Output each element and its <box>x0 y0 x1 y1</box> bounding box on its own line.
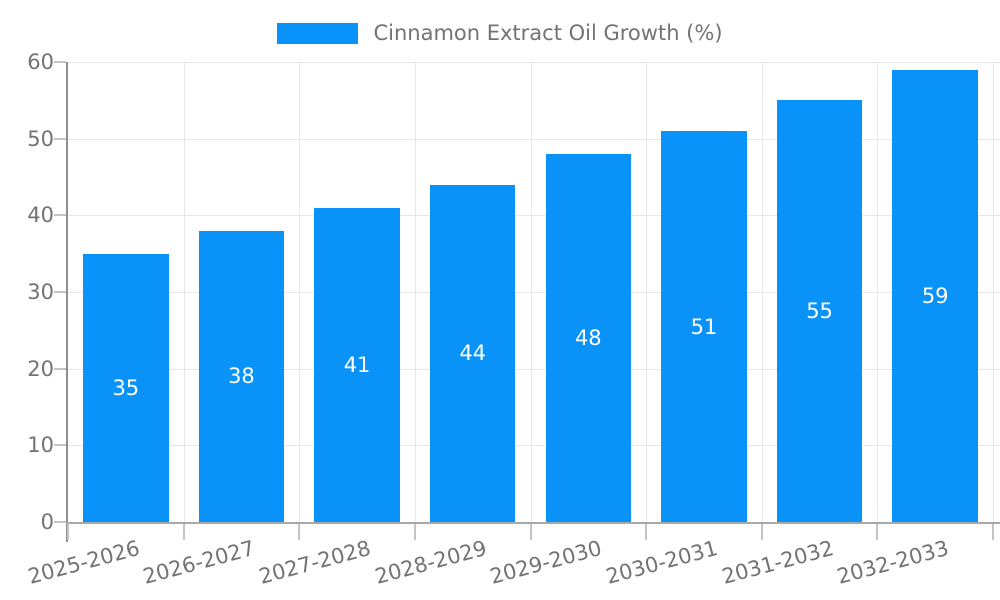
y-tick-label: 20 <box>27 356 54 381</box>
x-gridline <box>530 62 532 522</box>
x-tick-mark <box>67 524 69 540</box>
x-tick-label: 2025-2026 <box>25 536 143 589</box>
y-gridline <box>68 215 1000 217</box>
category-slot: 41 <box>299 62 415 522</box>
y-gridline <box>68 138 1000 140</box>
bar[interactable]: 35 <box>83 253 169 522</box>
bar[interactable]: 41 <box>314 207 400 522</box>
x-tick-mark <box>645 524 648 540</box>
category-slot: 48 <box>531 62 647 522</box>
y-axis: 0 10 20 30 40 50 60 <box>0 51 68 533</box>
x-tick-label: 2030-2031 <box>603 536 721 589</box>
category-slot: 44 <box>415 62 531 522</box>
x-tick-mark <box>876 524 879 540</box>
y-tick-mark <box>54 521 66 523</box>
category-slot: 38 <box>184 62 300 522</box>
x-tick-mark <box>760 524 763 540</box>
x-gridline <box>183 62 185 522</box>
bar[interactable]: 38 <box>198 230 285 522</box>
x-gridline <box>299 62 301 522</box>
x-tick-label: 2027-2028 <box>256 536 374 589</box>
y-tick-label: 60 <box>27 50 54 74</box>
y-tick-label: 10 <box>27 433 54 458</box>
x-tick-mark <box>529 524 532 540</box>
bar[interactable]: 48 <box>545 154 632 522</box>
x-gridline <box>993 62 994 522</box>
x-gridline <box>877 62 879 522</box>
bar[interactable]: 59 <box>892 69 978 522</box>
bar[interactable]: 44 <box>429 184 516 522</box>
category-slot: 51 <box>646 62 762 522</box>
y-tick-mark <box>54 367 66 370</box>
legend-label: Cinnamon Extract Oil Growth (%) <box>373 21 723 45</box>
x-gridline <box>414 62 416 522</box>
bar-value-label: 38 <box>228 364 255 389</box>
y-tick-label: 40 <box>27 203 54 228</box>
y-tick-mark <box>54 444 66 447</box>
x-tick-label: 2032-2033 <box>834 536 952 589</box>
bar-value-label: 55 <box>806 299 833 324</box>
bar-value-label: 59 <box>921 283 949 308</box>
y-tick-mark <box>54 291 66 293</box>
bars-container: 35 38 41 44 48 51 55 59 <box>68 62 993 522</box>
x-tick-label: 2026-2027 <box>140 536 258 589</box>
y-axis-line <box>66 62 68 542</box>
y-gridline <box>68 62 1000 63</box>
y-tick-label: 50 <box>27 126 54 151</box>
category-slot: 35 <box>68 62 184 522</box>
bar-value-label: 51 <box>690 314 718 339</box>
x-tick-mark <box>182 524 185 540</box>
y-tick-mark <box>54 137 66 140</box>
plot-area: 35 38 41 44 48 51 55 59 <box>66 62 1000 542</box>
x-tick-label: 2028-2029 <box>372 536 489 589</box>
x-tick-label: 2031-2032 <box>718 536 836 589</box>
category-slot: 59 <box>877 62 993 522</box>
bar-value-label: 48 <box>574 326 602 350</box>
bar[interactable]: 55 <box>776 100 863 522</box>
chart-legend[interactable]: Cinnamon Extract Oil Growth (%) <box>0 20 1000 46</box>
bar-value-label: 41 <box>343 352 371 377</box>
y-gridline <box>68 445 1000 447</box>
y-gridline <box>68 368 1000 370</box>
x-tick-mark <box>298 524 301 540</box>
bar-value-label: 35 <box>112 375 140 400</box>
y-tick-mark <box>54 61 66 63</box>
x-axis-line <box>66 522 1000 524</box>
x-gridline <box>646 62 648 522</box>
x-gridline <box>761 62 763 522</box>
y-tick-label: 30 <box>27 280 54 304</box>
y-tick-label: 0 <box>40 510 54 534</box>
x-tick-mark <box>413 524 416 540</box>
y-gridline <box>68 292 1000 293</box>
y-tick-mark <box>54 214 66 217</box>
bar-value-label: 44 <box>459 341 487 366</box>
category-slot: 55 <box>762 62 878 522</box>
bar[interactable]: 51 <box>661 131 747 522</box>
x-tick-label: 2029-2030 <box>487 536 605 589</box>
legend-swatch-icon <box>277 22 359 44</box>
x-tick-mark <box>992 524 994 540</box>
x-axis: 2025-2026 2026-2027 2027-2028 2028-2029 2029… <box>25 522 994 600</box>
